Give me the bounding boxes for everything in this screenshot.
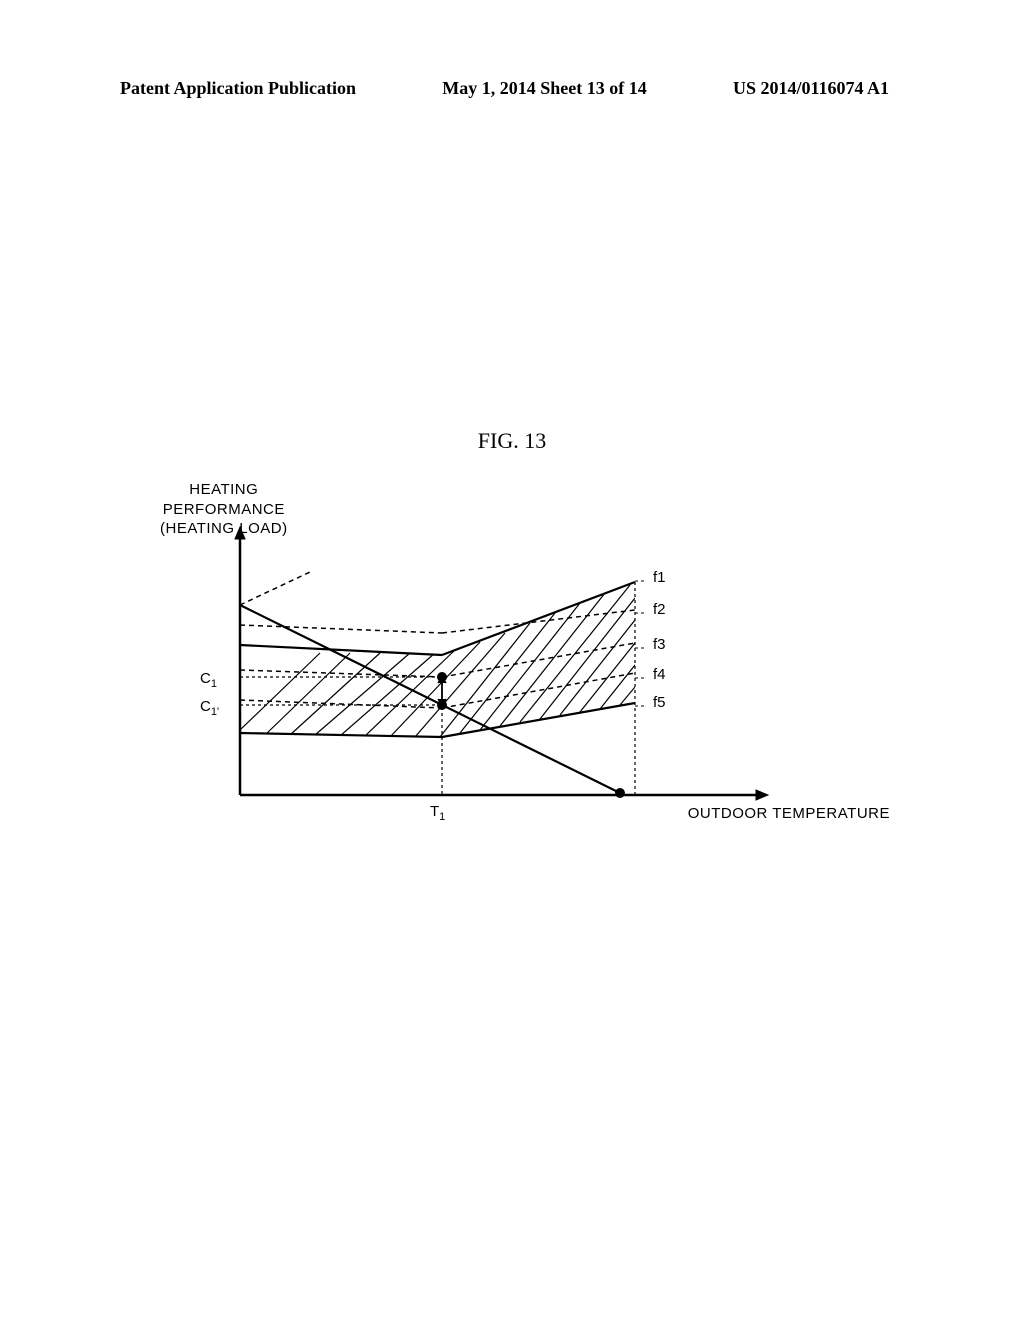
- header-date-sheet: May 1, 2014 Sheet 13 of 14: [442, 78, 646, 99]
- y-tick-0: C1: [200, 670, 217, 690]
- chart-svg: [230, 525, 790, 825]
- chart-container: HEATING PERFORMANCE (HEATING LOAD) C1C1'…: [140, 480, 880, 860]
- header-publication: Patent Application Publication: [120, 78, 356, 99]
- y-tick-1: C1': [200, 698, 219, 718]
- header-patent-number: US 2014/0116074 A1: [733, 78, 889, 99]
- figure-title: FIG. 13: [478, 428, 546, 454]
